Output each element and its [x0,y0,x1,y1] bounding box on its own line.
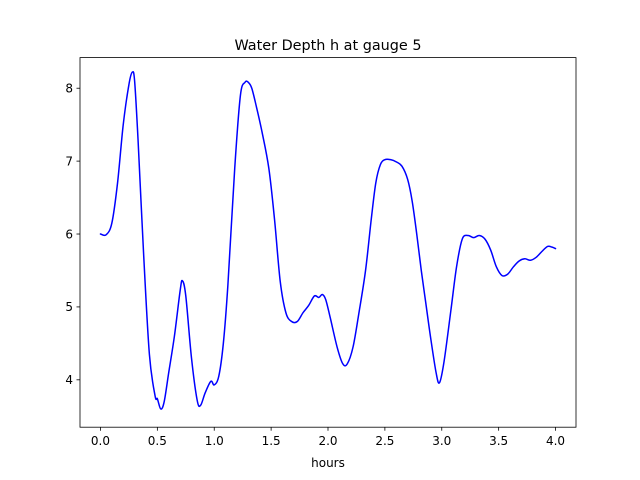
x-tick-label: 2.5 [375,434,394,448]
axes-frame [80,57,576,428]
x-tick-label: 1.5 [262,434,281,448]
x-tick-label: 2.0 [318,434,337,448]
x-tick-label: 4.0 [546,434,565,448]
plot-area [79,57,577,428]
y-tick-label: 5 [65,300,73,314]
x-tick-label: 0.0 [91,434,110,448]
y-tick-label: 6 [65,227,73,241]
x-tick-label: 0.5 [148,434,167,448]
series-line [99,70,557,410]
chart-title: Water Depth h at gauge 5 [234,38,421,54]
y-tick-label: 7 [65,154,73,168]
x-tick-label: 3.5 [489,434,508,448]
x-tick-label: 1.0 [205,434,224,448]
y-tick-label: 4 [65,373,73,387]
x-axis-ticks: 0.0 0.5 1.0 1.5 2.0 2.5 3.0 3.5 4.0 [91,427,565,448]
y-tick-label: 8 [65,82,73,96]
y-axis-ticks: 4 5 6 7 8 [65,82,80,387]
x-tick-label: 3.0 [432,434,451,448]
x-axis-label: hours [311,456,345,470]
